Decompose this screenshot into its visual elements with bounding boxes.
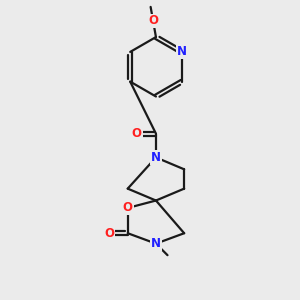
Text: O: O	[104, 227, 114, 240]
Text: N: N	[177, 45, 187, 58]
Text: O: O	[148, 14, 158, 28]
Text: O: O	[132, 127, 142, 140]
Text: N: N	[151, 151, 161, 164]
Text: N: N	[151, 237, 161, 250]
Text: O: O	[123, 202, 133, 214]
